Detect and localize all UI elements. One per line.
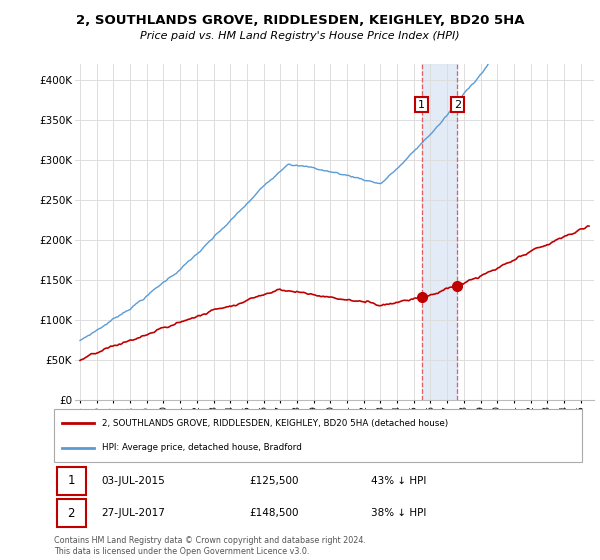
Text: HPI: Average price, detached house, Bradford: HPI: Average price, detached house, Brad… — [101, 443, 301, 452]
Text: £125,500: £125,500 — [250, 476, 299, 486]
FancyBboxPatch shape — [56, 466, 86, 495]
Text: 2, SOUTHLANDS GROVE, RIDDLESDEN, KEIGHLEY, BD20 5HA: 2, SOUTHLANDS GROVE, RIDDLESDEN, KEIGHLE… — [76, 14, 524, 27]
FancyBboxPatch shape — [56, 499, 86, 528]
Text: 03-JUL-2015: 03-JUL-2015 — [101, 476, 165, 486]
Text: Contains HM Land Registry data © Crown copyright and database right 2024.
This d: Contains HM Land Registry data © Crown c… — [54, 536, 366, 556]
Text: 2: 2 — [454, 100, 461, 110]
FancyBboxPatch shape — [54, 409, 582, 462]
Text: 1: 1 — [67, 474, 75, 487]
Text: 2: 2 — [67, 507, 75, 520]
Bar — [422, 64, 457, 400]
Text: 38% ↓ HPI: 38% ↓ HPI — [371, 508, 426, 518]
Text: £148,500: £148,500 — [250, 508, 299, 518]
Text: Price paid vs. HM Land Registry's House Price Index (HPI): Price paid vs. HM Land Registry's House … — [140, 31, 460, 41]
Text: 2, SOUTHLANDS GROVE, RIDDLESDEN, KEIGHLEY, BD20 5HA (detached house): 2, SOUTHLANDS GROVE, RIDDLESDEN, KEIGHLE… — [101, 419, 448, 428]
Text: 43% ↓ HPI: 43% ↓ HPI — [371, 476, 426, 486]
Text: 1: 1 — [418, 100, 425, 110]
Text: 27-JUL-2017: 27-JUL-2017 — [101, 508, 166, 518]
